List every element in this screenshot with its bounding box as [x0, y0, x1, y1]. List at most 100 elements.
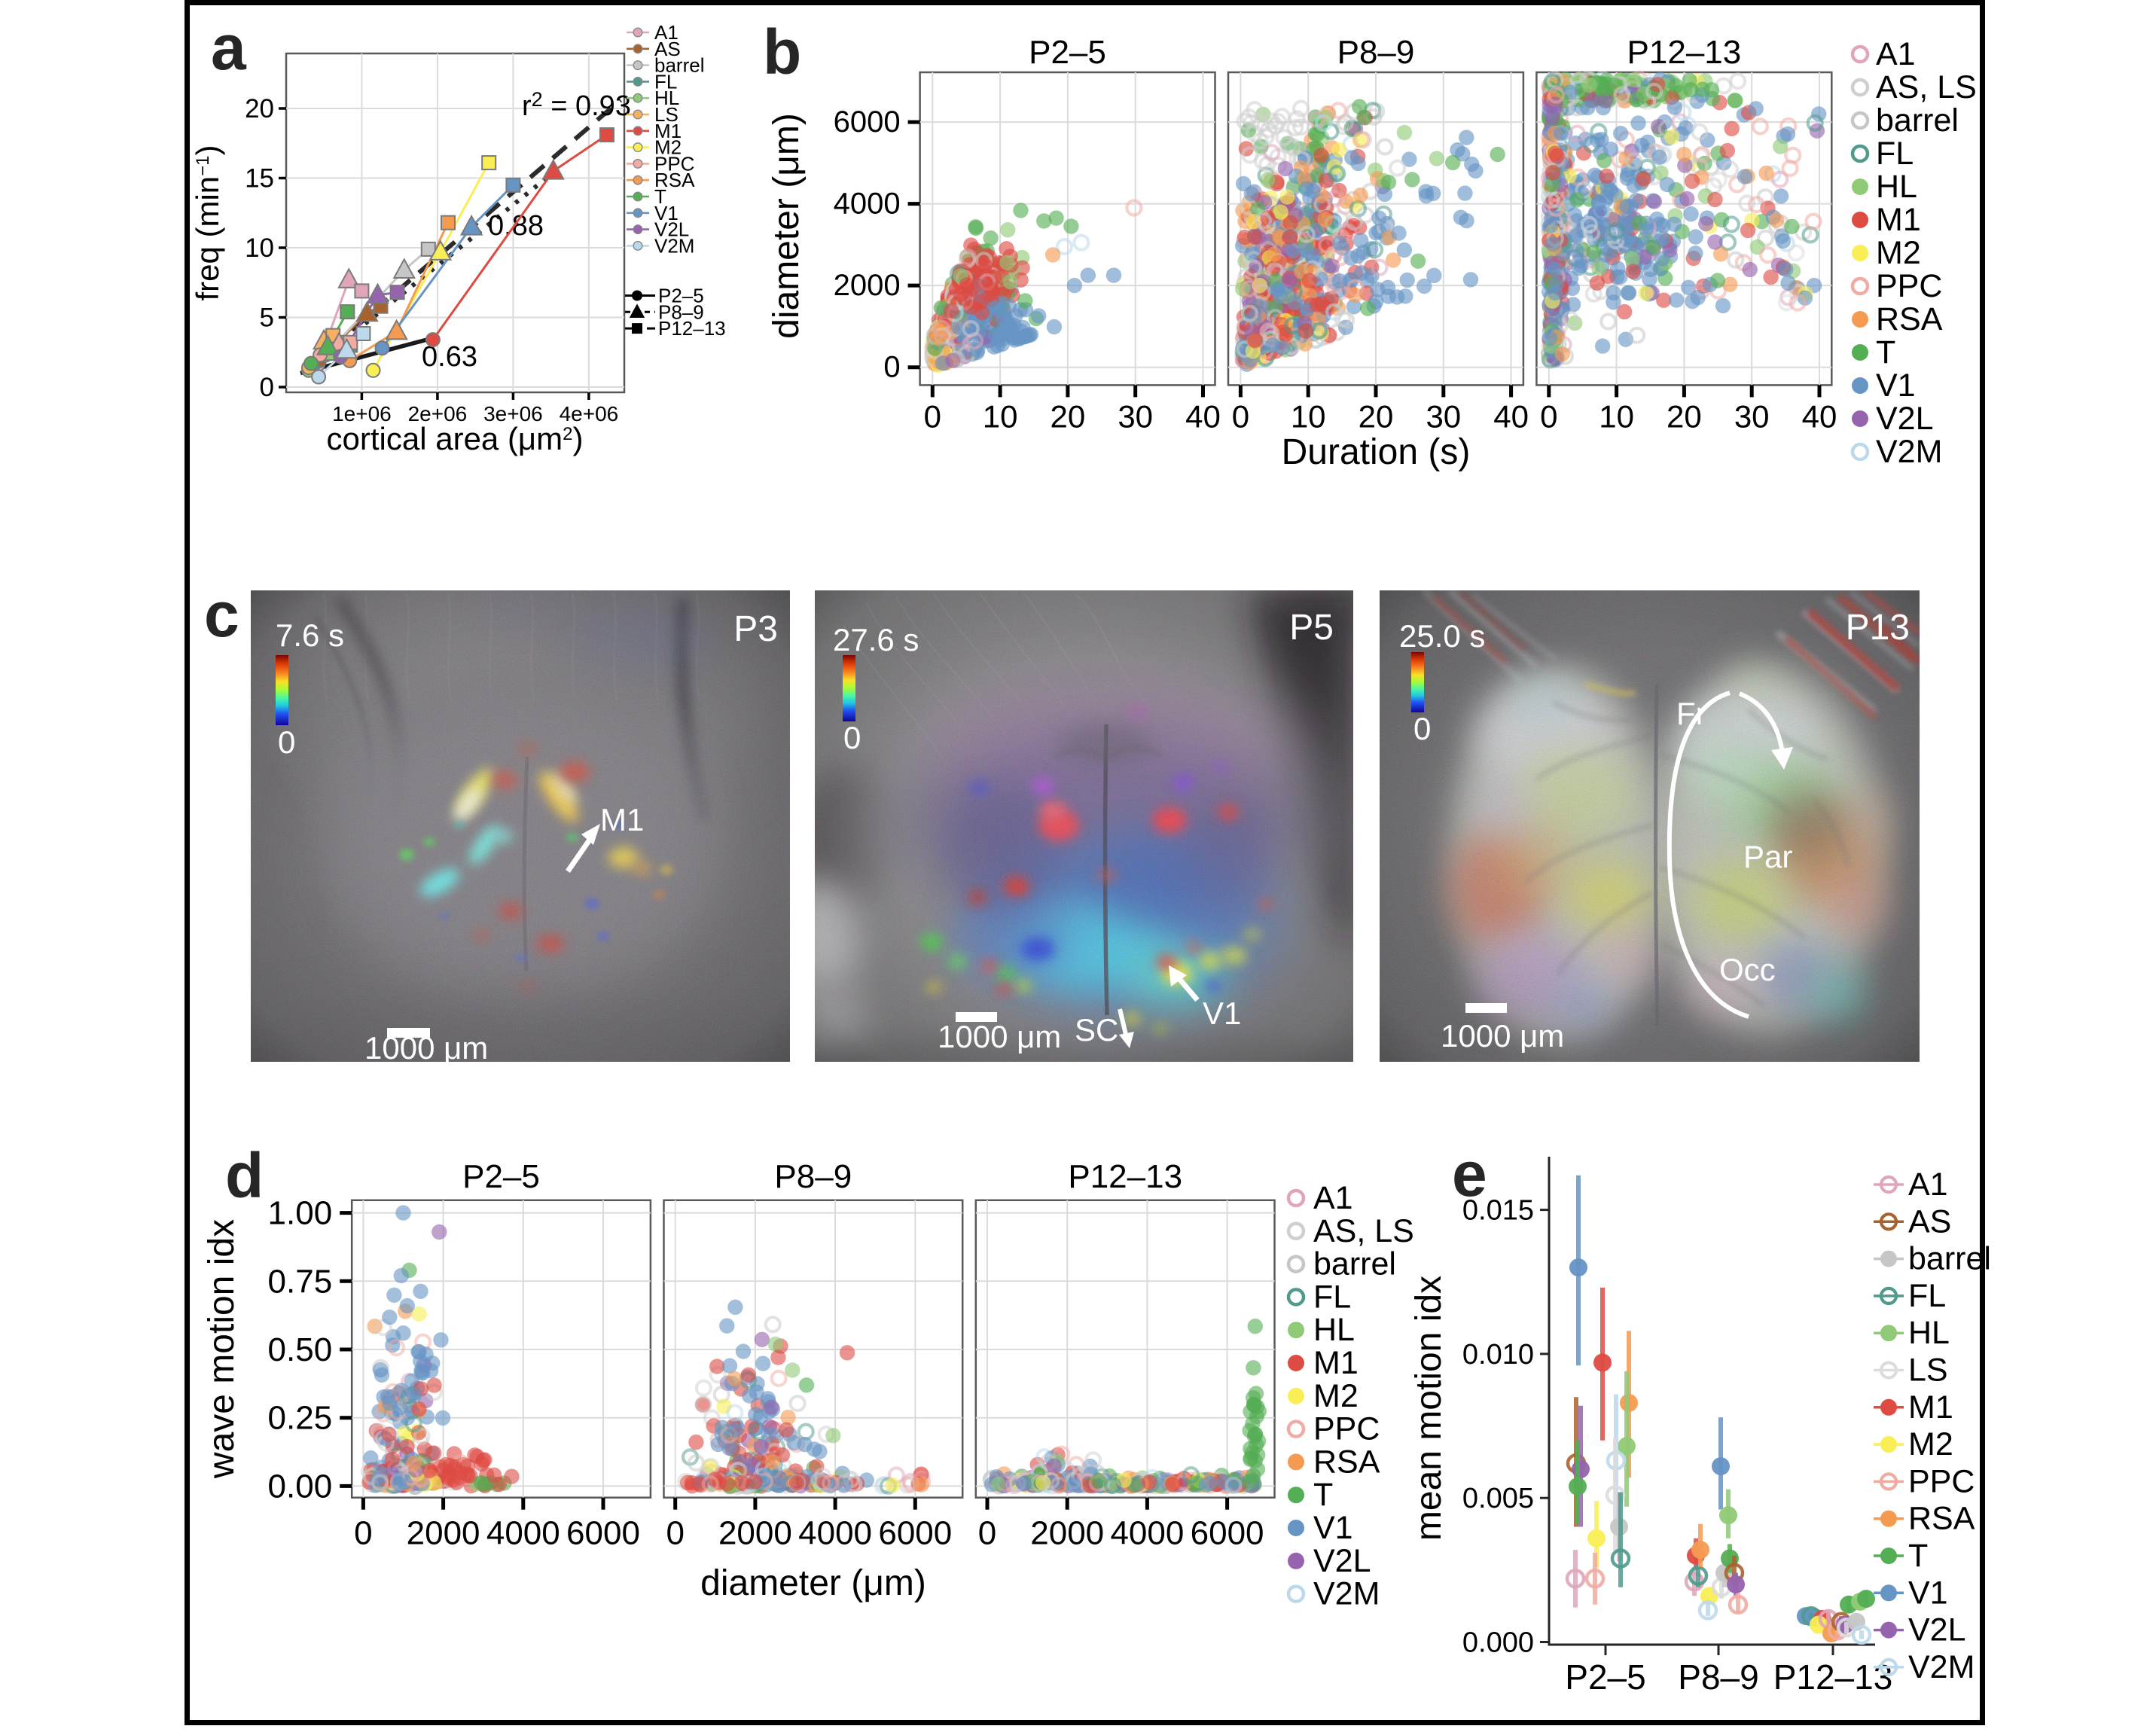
svg-text:T: T	[1876, 334, 1895, 370]
svg-text:AS, LS: AS, LS	[1313, 1213, 1414, 1249]
svg-text:LS: LS	[654, 103, 679, 126]
svg-text:5: 5	[260, 303, 274, 333]
svg-text:V2L: V2L	[1876, 401, 1934, 437]
svg-text:barrel: barrel	[1908, 1241, 1991, 1277]
svg-text:M1: M1	[1876, 202, 1921, 238]
svg-text:P2–5: P2–5	[1565, 1657, 1645, 1697]
svg-text:A1: A1	[654, 21, 679, 44]
svg-text:HL: HL	[654, 87, 679, 109]
svg-text:V2L: V2L	[1908, 1612, 1966, 1648]
svg-text:V2M: V2M	[1876, 434, 1942, 470]
svg-text:V2M: V2M	[1908, 1649, 1975, 1685]
svg-text:FL: FL	[1908, 1278, 1946, 1314]
svg-text:P2–5: P2–5	[1029, 34, 1106, 71]
svg-text:10: 10	[1291, 398, 1326, 434]
svg-text:10: 10	[983, 398, 1018, 434]
svg-text:T: T	[1313, 1477, 1333, 1513]
svg-text:RSA: RSA	[1313, 1444, 1380, 1480]
svg-text:P12–13: P12–13	[658, 317, 726, 340]
svg-text:20: 20	[1051, 398, 1086, 434]
svg-text:e: e	[1452, 1139, 1487, 1209]
svg-text:LS: LS	[1908, 1352, 1948, 1389]
svg-text:M1: M1	[1908, 1389, 1953, 1426]
svg-text:3e+06: 3e+06	[483, 402, 543, 425]
svg-text:25.0 s: 25.0 s	[1399, 618, 1485, 654]
svg-text:diameter (μm): diameter (μm)	[700, 1563, 926, 1603]
svg-text:M1: M1	[600, 802, 644, 837]
svg-text:0.010: 0.010	[1462, 1339, 1534, 1371]
svg-text:P2–5: P2–5	[462, 1158, 540, 1195]
svg-text:FL: FL	[1876, 136, 1914, 172]
svg-text:Par: Par	[1743, 839, 1792, 874]
svg-text:P2–5: P2–5	[658, 285, 704, 307]
svg-text:V1: V1	[1908, 1575, 1948, 1611]
svg-text:0.00: 0.00	[268, 1468, 333, 1505]
svg-text:30: 30	[1734, 398, 1770, 434]
svg-text:b: b	[763, 17, 801, 87]
svg-text:PPC: PPC	[1876, 268, 1942, 304]
svg-text:0.25: 0.25	[268, 1400, 333, 1437]
svg-text:1e+06: 1e+06	[332, 402, 392, 425]
svg-text:0: 0	[1232, 398, 1249, 434]
svg-text:HL: HL	[1876, 169, 1917, 205]
svg-text:20: 20	[245, 94, 274, 124]
svg-text:2000: 2000	[718, 1515, 792, 1552]
svg-text:AS: AS	[1908, 1203, 1951, 1240]
svg-text:0: 0	[260, 373, 274, 402]
svg-text:M2: M2	[1876, 235, 1921, 271]
svg-text:P8–9: P8–9	[658, 300, 704, 323]
svg-text:M2: M2	[1908, 1426, 1953, 1462]
svg-text:T: T	[654, 185, 666, 208]
svg-text:4000: 4000	[834, 188, 901, 221]
svg-text:P8–9: P8–9	[774, 1158, 852, 1195]
svg-text:P13: P13	[1846, 608, 1910, 648]
svg-text:diameter (μm): diameter (μm)	[767, 113, 807, 339]
svg-text:AS: AS	[654, 38, 681, 60]
svg-text:10: 10	[245, 233, 274, 263]
svg-text:barrel: barrel	[1876, 102, 1959, 139]
svg-text:P3: P3	[733, 609, 778, 649]
svg-text:P12–13: P12–13	[1627, 34, 1742, 71]
svg-text:V2M: V2M	[654, 234, 694, 257]
svg-text:d: d	[225, 1140, 264, 1211]
svg-text:PPC: PPC	[1313, 1411, 1380, 1447]
svg-text:V1: V1	[1876, 367, 1916, 404]
svg-text:wave motion idx: wave motion idx	[202, 1219, 242, 1479]
svg-text:0: 0	[978, 1515, 996, 1552]
svg-text:0: 0	[1540, 398, 1557, 434]
svg-text:barrel: barrel	[1313, 1246, 1396, 1282]
svg-text:V2L: V2L	[1313, 1543, 1371, 1579]
svg-text:HL: HL	[1313, 1312, 1355, 1348]
svg-text:V1: V1	[1203, 996, 1241, 1031]
svg-text:M1: M1	[1313, 1345, 1359, 1381]
svg-text:SC: SC	[1075, 1012, 1118, 1047]
svg-text:RSA: RSA	[1908, 1501, 1975, 1537]
svg-text:P5: P5	[1289, 608, 1334, 648]
svg-text:P8–9: P8–9	[1678, 1657, 1758, 1697]
svg-text:4000: 4000	[798, 1515, 872, 1552]
svg-text:Duration (s): Duration (s)	[1282, 432, 1471, 472]
svg-text:M2: M2	[1313, 1378, 1359, 1414]
svg-text:6000: 6000	[566, 1515, 640, 1552]
svg-text:PPC: PPC	[1908, 1463, 1975, 1499]
svg-text:0.75: 0.75	[268, 1263, 333, 1300]
svg-text:6000: 6000	[878, 1515, 952, 1552]
svg-text:4e+06: 4e+06	[560, 402, 619, 425]
svg-text:1000 μm: 1000 μm	[1441, 1018, 1564, 1054]
svg-text:0.88: 0.88	[488, 210, 544, 242]
svg-text:2000: 2000	[1030, 1515, 1104, 1552]
svg-text:c: c	[204, 579, 239, 650]
svg-text:0.50: 0.50	[268, 1331, 333, 1368]
svg-text:20: 20	[1359, 398, 1394, 434]
svg-text:V1: V1	[654, 202, 679, 224]
svg-text:30: 30	[1118, 398, 1153, 434]
svg-text:P12–13: P12–13	[1773, 1657, 1893, 1697]
svg-text:30: 30	[1426, 398, 1461, 434]
svg-text:20: 20	[1667, 398, 1702, 434]
svg-text:RSA: RSA	[1876, 301, 1943, 337]
svg-text:barrel: barrel	[654, 54, 704, 77]
svg-text:0: 0	[843, 720, 861, 755]
svg-text:6000: 6000	[834, 105, 901, 139]
svg-text:mean motion idx: mean motion idx	[1409, 1276, 1449, 1541]
svg-text:a: a	[211, 12, 247, 83]
